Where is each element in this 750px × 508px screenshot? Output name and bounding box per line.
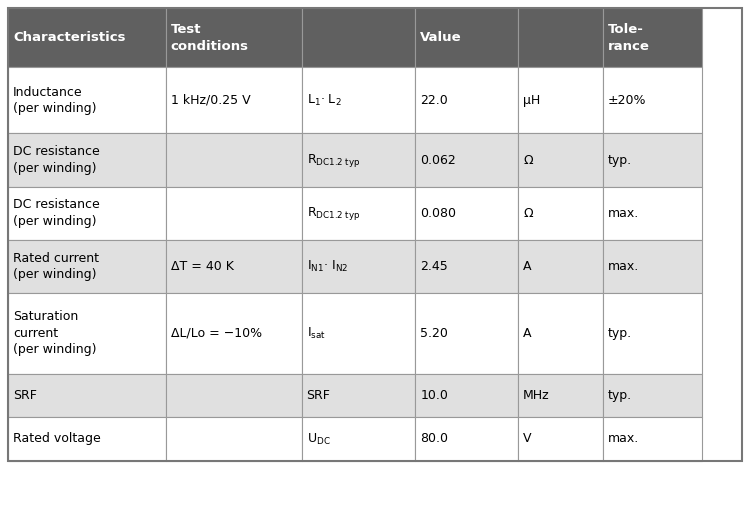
Bar bbox=[8, 374, 166, 418]
Bar bbox=[302, 186, 416, 240]
Bar bbox=[8, 240, 166, 293]
Text: DC resistance
(per winding): DC resistance (per winding) bbox=[13, 199, 100, 228]
Bar bbox=[416, 240, 518, 293]
Bar bbox=[602, 134, 702, 186]
Bar bbox=[302, 240, 416, 293]
Text: ±20%: ±20% bbox=[608, 94, 646, 107]
Bar bbox=[518, 134, 602, 186]
Text: 2.45: 2.45 bbox=[420, 260, 448, 273]
Bar bbox=[416, 67, 518, 134]
Text: MHz: MHz bbox=[524, 389, 550, 402]
Bar bbox=[8, 186, 166, 240]
Bar bbox=[602, 67, 702, 134]
Bar bbox=[8, 418, 166, 461]
Bar bbox=[302, 8, 416, 67]
Text: 22.0: 22.0 bbox=[420, 94, 448, 107]
Text: typ.: typ. bbox=[608, 389, 631, 402]
Text: Value: Value bbox=[420, 31, 462, 44]
Text: max.: max. bbox=[608, 260, 639, 273]
Text: 80.0: 80.0 bbox=[420, 432, 448, 446]
Text: U$_{\mathregular{DC}}$: U$_{\mathregular{DC}}$ bbox=[307, 431, 330, 447]
Bar bbox=[8, 134, 166, 186]
Text: DC resistance
(per winding): DC resistance (per winding) bbox=[13, 145, 100, 175]
Text: Ω: Ω bbox=[524, 153, 532, 167]
Text: V: V bbox=[524, 432, 532, 446]
Bar bbox=[416, 293, 518, 374]
Bar bbox=[166, 8, 302, 67]
Bar bbox=[8, 67, 166, 134]
Text: SRF: SRF bbox=[13, 389, 37, 402]
Bar bbox=[8, 8, 166, 67]
Bar bbox=[518, 186, 602, 240]
Text: Characteristics: Characteristics bbox=[13, 31, 125, 44]
Bar bbox=[416, 134, 518, 186]
Text: SRF: SRF bbox=[307, 389, 331, 402]
Bar bbox=[8, 8, 742, 461]
Bar bbox=[602, 186, 702, 240]
Bar bbox=[602, 240, 702, 293]
Text: R$_{\mathregular{DC1.2\ typ}}$: R$_{\mathregular{DC1.2\ typ}}$ bbox=[307, 151, 360, 169]
Bar bbox=[166, 67, 302, 134]
Bar bbox=[518, 8, 602, 67]
Text: 0.080: 0.080 bbox=[420, 207, 456, 219]
Bar bbox=[416, 186, 518, 240]
Bar bbox=[302, 418, 416, 461]
Text: μH: μH bbox=[524, 94, 541, 107]
Bar bbox=[518, 374, 602, 418]
Text: max.: max. bbox=[608, 207, 639, 219]
Text: Test
conditions: Test conditions bbox=[171, 22, 249, 52]
Text: Inductance
(per winding): Inductance (per winding) bbox=[13, 85, 97, 115]
Bar bbox=[8, 293, 166, 374]
Bar bbox=[302, 67, 416, 134]
Text: 1 kHz/0.25 V: 1 kHz/0.25 V bbox=[171, 94, 250, 107]
Bar bbox=[602, 374, 702, 418]
Bar bbox=[302, 293, 416, 374]
Text: Rated current
(per winding): Rated current (per winding) bbox=[13, 251, 99, 281]
Bar bbox=[602, 293, 702, 374]
Bar bbox=[166, 293, 302, 374]
Bar bbox=[302, 134, 416, 186]
Bar bbox=[166, 134, 302, 186]
Text: I$_{\mathregular{sat}}$: I$_{\mathregular{sat}}$ bbox=[307, 326, 326, 341]
Bar bbox=[416, 8, 518, 67]
Bar bbox=[166, 186, 302, 240]
Bar bbox=[166, 374, 302, 418]
Text: 10.0: 10.0 bbox=[420, 389, 448, 402]
Text: A: A bbox=[524, 327, 532, 340]
Bar bbox=[602, 418, 702, 461]
Text: Tole-
rance: Tole- rance bbox=[608, 22, 650, 52]
Bar bbox=[416, 374, 518, 418]
Bar bbox=[166, 240, 302, 293]
Text: max.: max. bbox=[608, 432, 639, 446]
Bar bbox=[416, 418, 518, 461]
Text: R$_{\mathregular{DC1.2\ typ}}$: R$_{\mathregular{DC1.2\ typ}}$ bbox=[307, 205, 360, 221]
Bar bbox=[518, 418, 602, 461]
Bar bbox=[166, 418, 302, 461]
Text: ΔT = 40 K: ΔT = 40 K bbox=[171, 260, 234, 273]
Bar bbox=[302, 374, 416, 418]
Text: L$_1$· L$_2$: L$_1$· L$_2$ bbox=[307, 92, 341, 108]
Bar bbox=[518, 67, 602, 134]
Text: I$_{\mathregular{N1}}$· I$_{\mathregular{N2}}$: I$_{\mathregular{N1}}$· I$_{\mathregular… bbox=[307, 259, 348, 274]
Bar bbox=[602, 8, 702, 67]
Text: 0.062: 0.062 bbox=[420, 153, 456, 167]
Text: A: A bbox=[524, 260, 532, 273]
Text: Rated voltage: Rated voltage bbox=[13, 432, 100, 446]
Text: typ.: typ. bbox=[608, 327, 631, 340]
Bar bbox=[518, 293, 602, 374]
Text: typ.: typ. bbox=[608, 153, 631, 167]
Text: 5.20: 5.20 bbox=[420, 327, 448, 340]
Bar bbox=[518, 240, 602, 293]
Text: ΔL/Lo = −10%: ΔL/Lo = −10% bbox=[171, 327, 262, 340]
Text: Ω: Ω bbox=[524, 207, 532, 219]
Text: Saturation
current
(per winding): Saturation current (per winding) bbox=[13, 310, 97, 357]
